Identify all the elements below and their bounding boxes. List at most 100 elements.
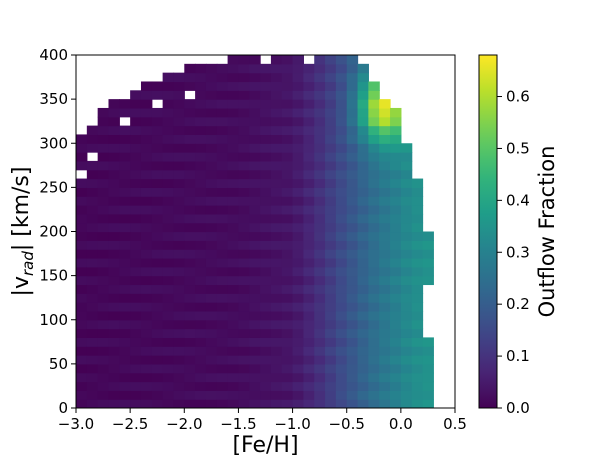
- heatmap-cell: [97, 196, 110, 206]
- heatmap-cell: [292, 390, 304, 400]
- heatmap-cell: [335, 99, 348, 109]
- heatmap-cell: [357, 169, 369, 180]
- heatmap-cell: [184, 302, 196, 312]
- heatmap-cell: [422, 346, 434, 356]
- heatmap-cell: [346, 222, 359, 233]
- heatmap-cell: [260, 275, 272, 286]
- heatmap-cell: [227, 107, 240, 118]
- heatmap-cell: [108, 205, 120, 215]
- heatmap-cell: [162, 390, 175, 400]
- heatmap-cell: [162, 107, 175, 118]
- heatmap-cell: [303, 302, 315, 312]
- heatmap-cell: [86, 319, 99, 330]
- heatmap-cell: [130, 143, 142, 153]
- heatmap-cell: [368, 205, 380, 215]
- heatmap-cell: [162, 337, 175, 347]
- heatmap-cell: [227, 257, 240, 268]
- heatmap-cell: [314, 284, 326, 294]
- heatmap-cell: [400, 363, 413, 374]
- heatmap-cell: [151, 134, 164, 144]
- heatmap-cell: [411, 372, 424, 383]
- heatmap-cell: [411, 310, 424, 321]
- heatmap-cell: [195, 152, 207, 162]
- heatmap-cell: [400, 257, 413, 268]
- heatmap-cell: [325, 328, 337, 338]
- heatmap-cell: [238, 257, 250, 268]
- heatmap-cell: [249, 355, 261, 365]
- heatmap-cell: [119, 187, 131, 197]
- heatmap-cell: [119, 143, 131, 153]
- heatmap-cell: [97, 143, 110, 153]
- heatmap-cell: [357, 372, 369, 383]
- heatmap-cell: [335, 293, 348, 303]
- heatmap-cell: [216, 125, 229, 136]
- heatmap-cell: [379, 178, 391, 188]
- heatmap-cell: [325, 107, 337, 118]
- heatmap-cell: [238, 72, 250, 83]
- heatmap-cell: [249, 152, 261, 162]
- heatmap-cell: [281, 205, 294, 215]
- heatmap-cell: [140, 372, 153, 383]
- heatmap-cell: [227, 363, 240, 374]
- heatmap-cell: [314, 346, 326, 356]
- heatmap-cell: [379, 284, 391, 294]
- y-axis: 0 50 100 150 200 250 300 350 400: [39, 46, 76, 417]
- heatmap-cell: [227, 81, 240, 91]
- heatmap-cell: [346, 134, 359, 144]
- heatmap-cell: [335, 310, 348, 321]
- heatmap-cell: [195, 372, 207, 383]
- heatmap-cell: [390, 116, 402, 127]
- heatmap-cell: [205, 372, 218, 383]
- heatmap-cell: [260, 222, 272, 233]
- heatmap-cell: [357, 90, 369, 100]
- heatmap-cell: [292, 116, 304, 127]
- heatmap-cell: [162, 205, 175, 215]
- heatmap-cell: [357, 240, 369, 250]
- heatmap-cell: [379, 302, 391, 312]
- heatmap-cell: [195, 231, 207, 241]
- heatmap-cell: [238, 293, 250, 303]
- heatmap-cell: [108, 319, 120, 330]
- heatmap-cell: [238, 125, 250, 136]
- heatmap-cell: [162, 302, 175, 312]
- heatmap-cell: [249, 160, 261, 171]
- heatmap-cell: [119, 275, 131, 286]
- heatmap-cell: [86, 381, 99, 391]
- heatmap-cell: [325, 275, 337, 286]
- heatmap-cell: [162, 99, 175, 109]
- heatmap-cell: [151, 302, 164, 312]
- heatmap-cell: [335, 160, 348, 171]
- heatmap-cell: [368, 372, 380, 383]
- heatmap-cell: [325, 302, 337, 312]
- heatmap-cell: [151, 125, 164, 136]
- heatmap-cell: [379, 275, 391, 286]
- heatmap-cell: [227, 169, 240, 180]
- heatmap-cell: [270, 240, 283, 250]
- heatmap-cell: [162, 152, 175, 162]
- heatmap-cell: [249, 213, 261, 224]
- heatmap-cell: [130, 187, 142, 197]
- heatmap-cell: [335, 178, 348, 188]
- heatmap-cell: [260, 107, 272, 118]
- heatmap-cell: [314, 275, 326, 286]
- heatmap-cell: [216, 72, 229, 83]
- heatmap-cell: [97, 346, 110, 356]
- y-tick-label: 0: [58, 399, 68, 417]
- heatmap-cell: [281, 90, 294, 100]
- heatmap-cell: [108, 275, 120, 286]
- heatmap-cell: [184, 222, 196, 233]
- colorbar-tick-label: 0.6: [506, 88, 530, 106]
- heatmap-cell: [325, 99, 337, 109]
- heatmap-cell: [184, 381, 196, 391]
- heatmap-cell: [216, 231, 229, 241]
- heatmap-cell: [86, 328, 99, 338]
- heatmap-cell: [357, 319, 369, 330]
- heatmap-cell: [422, 355, 434, 365]
- heatmap-cell: [97, 310, 110, 321]
- heatmap-cell: [314, 257, 326, 268]
- heatmap-cell: [400, 355, 413, 365]
- heatmap-cell: [140, 205, 153, 215]
- heatmap-cell: [249, 293, 261, 303]
- colorbar-ticks: 0.0 0.1 0.2 0.3 0.4 0.5 0.6: [497, 88, 530, 417]
- heatmap-cell: [335, 222, 348, 233]
